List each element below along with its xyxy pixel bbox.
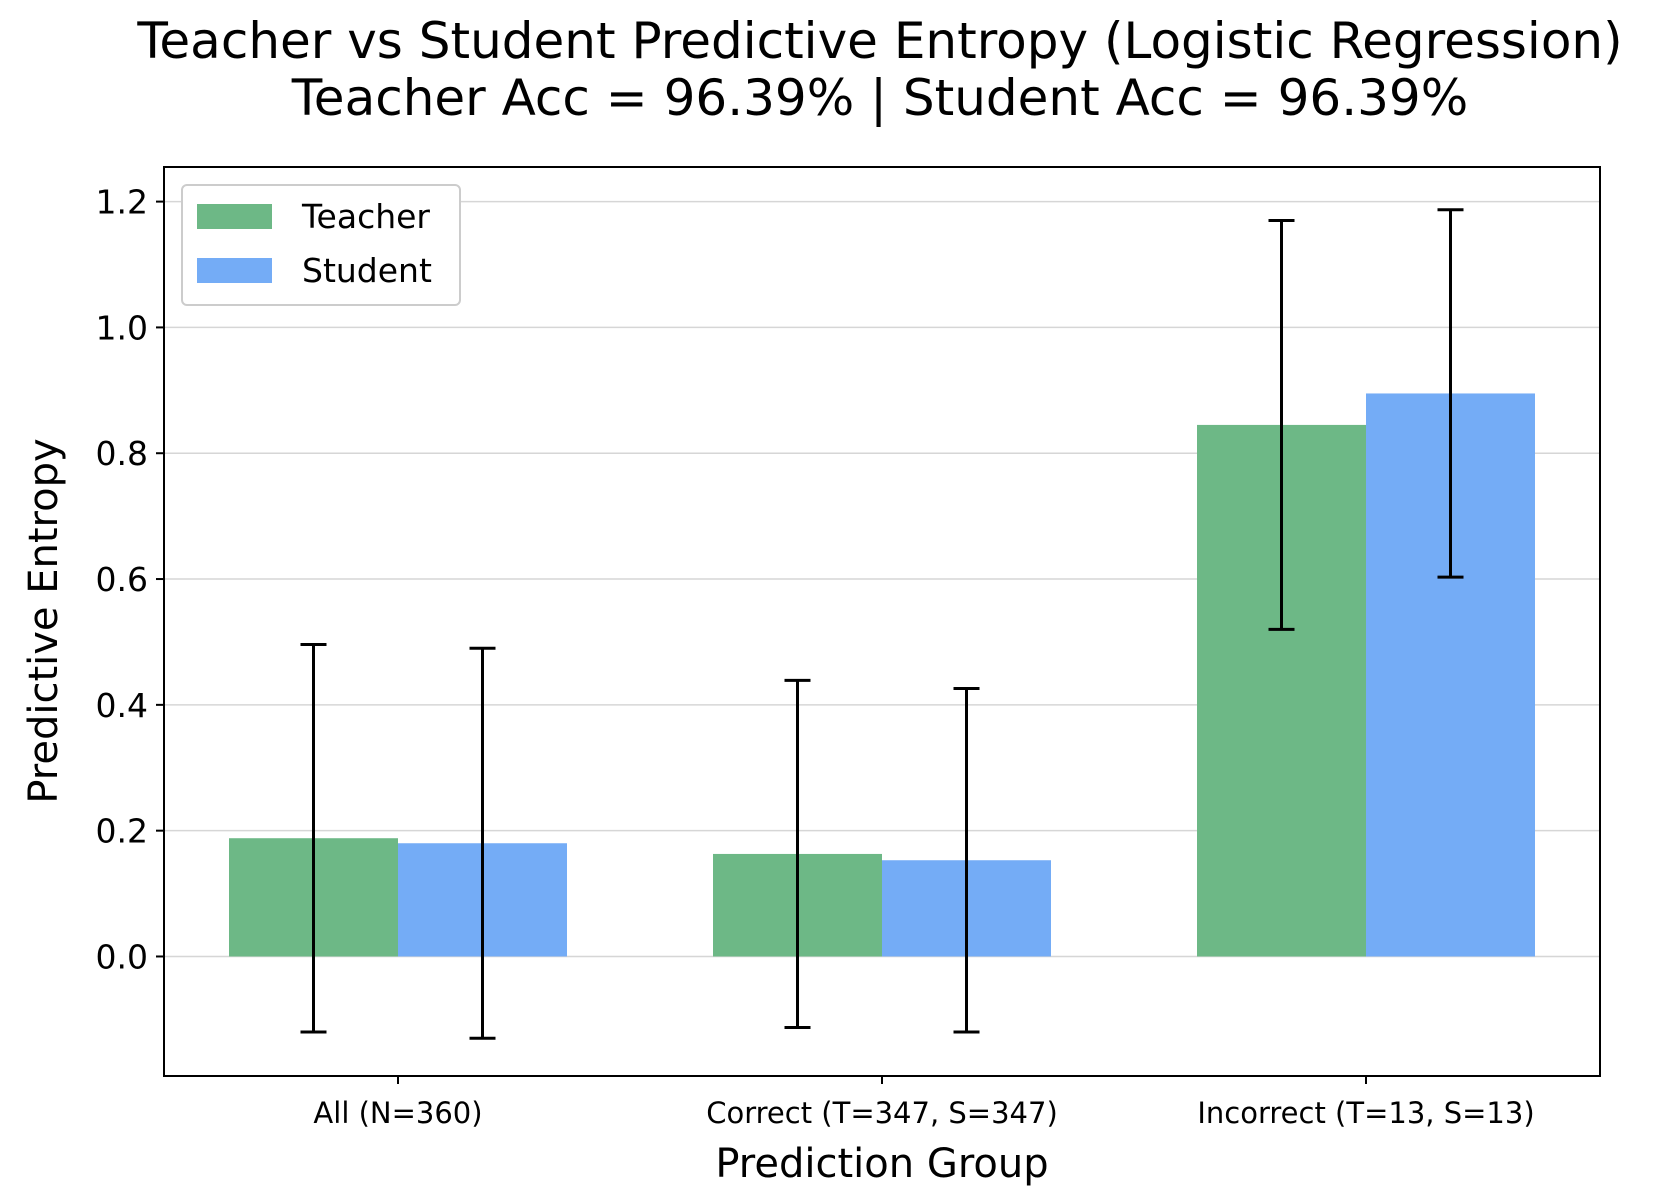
legend-label-student: Student bbox=[302, 251, 432, 290]
legend-swatch-teacher bbox=[197, 204, 272, 229]
y-tick-label: 0.2 bbox=[96, 812, 148, 851]
y-tick-label: 0.0 bbox=[96, 937, 148, 976]
x-axis-ticks: All (N=360) Correct (T=347, S=347) Incorre… bbox=[313, 1076, 1535, 1130]
legend: Teacher Student bbox=[181, 184, 461, 306]
error-bars bbox=[300, 208, 1464, 1040]
errorbar-student-2 bbox=[1437, 208, 1464, 579]
x-tick-label: Correct (T=347, S=347) bbox=[706, 1096, 1058, 1130]
x-tick-label: All (N=360) bbox=[313, 1096, 482, 1130]
chart-title-line1: Teacher vs Student Predictive Entropy (L… bbox=[136, 12, 1622, 70]
x-tick-label: Incorrect (T=13, S=13) bbox=[1197, 1096, 1534, 1130]
legend-label-teacher: Teacher bbox=[301, 197, 430, 236]
x-axis-label: Prediction Group bbox=[715, 1141, 1048, 1187]
plot-frame bbox=[163, 166, 1601, 1077]
errorbar-student-0 bbox=[469, 646, 496, 1040]
y-tick-label: 0.4 bbox=[96, 686, 148, 725]
chart-title-line2: Teacher Acc = 96.39% | Student Acc = 96.… bbox=[291, 69, 1468, 127]
y-tick-label: 0.8 bbox=[96, 434, 148, 473]
y-tick-label: 1.2 bbox=[96, 183, 148, 222]
y-axis-ticks: 0.0 0.2 0.4 0.6 0.8 1.0 1.2 bbox=[96, 183, 164, 976]
y-tick-label: 1.0 bbox=[96, 308, 148, 347]
errorbar-teacher-0 bbox=[300, 642, 327, 1034]
errorbar-teacher-2 bbox=[1268, 218, 1295, 631]
errorbar-student-1 bbox=[953, 686, 980, 1034]
y-axis-label: Predictive Entropy bbox=[21, 438, 67, 803]
bars bbox=[229, 393, 1535, 957]
errorbar-teacher-1 bbox=[784, 678, 811, 1030]
y-tick-label: 0.6 bbox=[96, 560, 148, 599]
legend-swatch-student bbox=[197, 258, 272, 283]
